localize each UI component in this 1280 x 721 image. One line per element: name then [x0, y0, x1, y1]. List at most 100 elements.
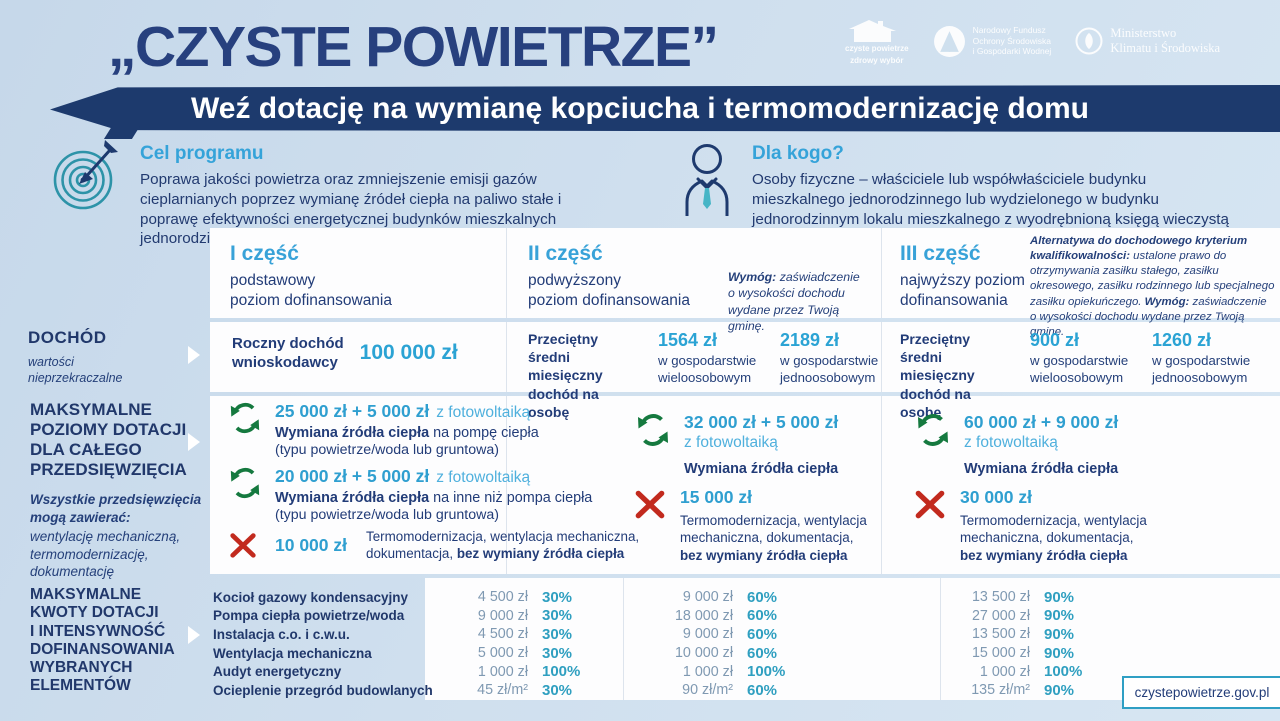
column-divider — [881, 322, 882, 392]
column-divider — [506, 396, 507, 574]
recycle-icon — [230, 467, 260, 499]
element-value-row: 45 zł/m² 30% — [477, 681, 573, 699]
cross-icon — [915, 490, 945, 519]
sidebar-income: DOCHÓD wartości nieprzekraczalne — [28, 328, 123, 387]
grants-band — [210, 396, 1280, 574]
person-icon — [685, 144, 729, 216]
recycle-icon — [918, 414, 948, 446]
part2-grant-source: 32 000 zł + 5 000 zł z fotowoltaiką Wymi… — [635, 412, 838, 477]
part1-grant-heatpump: 25 000 zł + 5 000 zł z fotowoltaiką Wymia… — [228, 401, 539, 458]
part2-income: Przeciętny średni miesięczny dochód na o… — [528, 330, 884, 421]
element-value-row: 13 500 zł 90% — [971, 625, 1075, 643]
part3-grant-no-replacement: 30 000 zł Termomodernizacja, wentylacja … — [913, 487, 1147, 564]
element-value-row: 9 000 zł 60% — [682, 588, 778, 606]
levels-note-bold: Wszystkie przedsięwzięcia mogą zawierać: — [30, 492, 202, 525]
logo-text: zdrowy wybór — [850, 55, 904, 65]
element-value-row: 90 zł/m² 60% — [682, 681, 778, 699]
sidebar-amounts: MAKSYMALNE KWOTY DOTACJI I INTENSYWNOŚĆ … — [30, 586, 175, 696]
part2-grant-no-replacement: 15 000 zł Termomodernizacja, wentylacja … — [633, 487, 867, 564]
part2-label: II część — [528, 242, 603, 265]
part3-income-multi: 900 zł w gospodarstwie wieloosobowym — [1030, 330, 1129, 385]
banner-text: Weź dotację na wymianę kopciucha i termo… — [190, 91, 1089, 125]
part1-income-value: 100 000 zł — [359, 341, 458, 365]
elements-part3-values: 13 500 zł 90% 27 000 zł 90% 13 500 zł 90% 1… — [950, 588, 1089, 700]
who-heading: Dla kogo? — [752, 143, 844, 164]
part1-income-label: Roczny dochód wnioskodawcy — [232, 335, 344, 372]
czyste-powietrze-logo: czyste powietrze zdrowy wybór — [845, 17, 909, 65]
house-icon — [848, 19, 896, 42]
part3-income: Przeciętny średni miesięczny dochód na o… — [900, 330, 1256, 421]
element-value-row: 9 000 zł 30% — [477, 607, 573, 625]
banner-ribbon — [50, 85, 1280, 132]
column-divider — [881, 396, 882, 574]
part3-grant-source: 60 000 zł + 9 000 zł z fotowoltaiką Wymi… — [915, 412, 1118, 477]
element-value-row: 135 zł/m² 90% — [971, 681, 1075, 699]
banner-ribbon-tail — [103, 126, 141, 139]
part3-income-single: 1260 zł w gospodarstwie jednoosobowym — [1152, 330, 1251, 385]
element-value-row: 4 500 zł 30% — [477, 625, 573, 643]
elements-part1-values: 4 500 zł 30% 9 000 zł 30% 4 500 zł 30% 5 00… — [435, 588, 587, 700]
element-label: Audyt energetyczny — [213, 664, 342, 680]
part3-label: III część — [900, 242, 981, 265]
income-row-subtitle: wartości nieprzekraczalne — [28, 355, 123, 386]
element-label: Pompa ciepła powietrze/woda — [213, 608, 405, 624]
element-label: Wentylacja mechaniczna — [213, 645, 372, 661]
element-value-row: 27 000 zł 90% — [971, 607, 1075, 625]
amounts-row-title: MAKSYMALNE KWOTY DOTACJI I INTENSYWNOŚĆ … — [30, 586, 175, 695]
arrow-right-icon — [188, 433, 200, 451]
part1-grant-other-source: 20 000 zł + 5 000 zł z fotowoltaiką Wymia… — [228, 466, 592, 523]
part3-alternative-note: Alternatywa do dochodowego kryterium kwa… — [1030, 235, 1275, 338]
part2-requirement-note: Wymóg: zaświadczenie o wysokości dochodu… — [728, 269, 860, 334]
who-text: Osoby fizyczne – właściciele lub współwł… — [752, 171, 1229, 228]
income-band — [210, 322, 1280, 392]
logo-text: Narodowy Fundusz Ochrony Środowiska i Go… — [972, 25, 1052, 57]
logo-text: Ministerstwo Klimatu i Środowiska — [1110, 26, 1221, 55]
logo-text: czyste powietrze — [845, 43, 909, 53]
arrow-right-icon — [188, 346, 200, 364]
column-divider — [623, 578, 624, 700]
element-value-row: 13 500 zł 90% — [971, 588, 1075, 606]
arrow-right-icon — [188, 626, 200, 644]
element-value-row: 5 000 zł 30% — [477, 644, 573, 662]
element-value-row: 1 000 zł 100% — [979, 663, 1083, 681]
cross-icon — [230, 533, 256, 559]
column-divider — [506, 322, 507, 392]
recycle-icon — [638, 414, 668, 446]
income-row-title: DOCHÓD — [28, 328, 107, 347]
element-value-row: 15 000 zł 90% — [971, 644, 1075, 662]
elements-part2-values: 9 000 zł 60% 18 000 zł 60% 9 000 zł 60% 10 … — [640, 588, 792, 700]
elements-labels: Kocioł gazowy kondensacyjny Pompa ciepła… — [213, 588, 433, 700]
part2-income-single: 2189 zł w gospodarstwie jednoosobowym — [780, 330, 879, 385]
element-label: Instalacja c.o. i c.w.u. — [213, 626, 350, 642]
part3-subtitle: najwyższy poziom dofinansowania — [900, 272, 1025, 309]
part3-header: III część najwyższy poziom dofinansowani… — [900, 242, 1025, 311]
element-value-row: 1 000 zł 100% — [477, 663, 581, 681]
target-icon — [53, 140, 118, 210]
ministry-logo: Ministerstwo Klimatu i Środowiska — [1075, 26, 1220, 56]
part3-income-label: Przeciętny średni miesięczny dochód na o… — [900, 331, 975, 420]
part2-income-multi: 1564 zł w gospodarstwie wieloosobowym — [658, 330, 757, 385]
element-label: Ocieplenie przegród budowlanych — [213, 682, 433, 698]
element-label: Kocioł gazowy kondensacyjny — [213, 589, 409, 605]
part1-income: Roczny dochód wnioskodawcy 100 000 zł — [232, 334, 458, 372]
nfosigw-emblem-icon — [933, 25, 965, 57]
part1-header: I część podstawowy poziom dofinansowania — [230, 242, 392, 311]
element-value-row: 9 000 zł 60% — [682, 625, 778, 643]
part1-label: I część — [230, 242, 299, 265]
part2-header: II część podwyższony poziom dofinansowan… — [528, 242, 690, 311]
recycle-icon — [230, 402, 260, 434]
parts-header-band — [210, 228, 1280, 318]
cross-icon — [635, 490, 665, 519]
element-value-row: 4 500 zł 30% — [477, 588, 573, 606]
who-section: Dla kogo? Osoby fizyczne – właściciele l… — [752, 143, 1232, 229]
element-value-row: 10 000 zł 60% — [674, 644, 778, 662]
element-value-row: 18 000 zł 60% — [674, 607, 778, 625]
sidebar-levels: MAKSYMALNE POZIOMY DOTACJI DLA CAŁEGO PR… — [30, 400, 201, 581]
part1-grant-no-replacement: 10 000 zł Termomodernizacja, wentylacja … — [228, 528, 639, 563]
part2-income-label: Przeciętny średni miesięczny dochód na o… — [528, 331, 603, 420]
part1-subtitle: podstawowy poziom dofinansowania — [230, 272, 392, 309]
levels-row-title: MAKSYMALNE POZIOMY DOTACJI DLA CAŁEGO PR… — [30, 400, 187, 480]
website-link[interactable]: czystepowietrze.gov.pl — [1122, 676, 1280, 709]
element-value-row: 1 000 zł 100% — [682, 663, 786, 681]
